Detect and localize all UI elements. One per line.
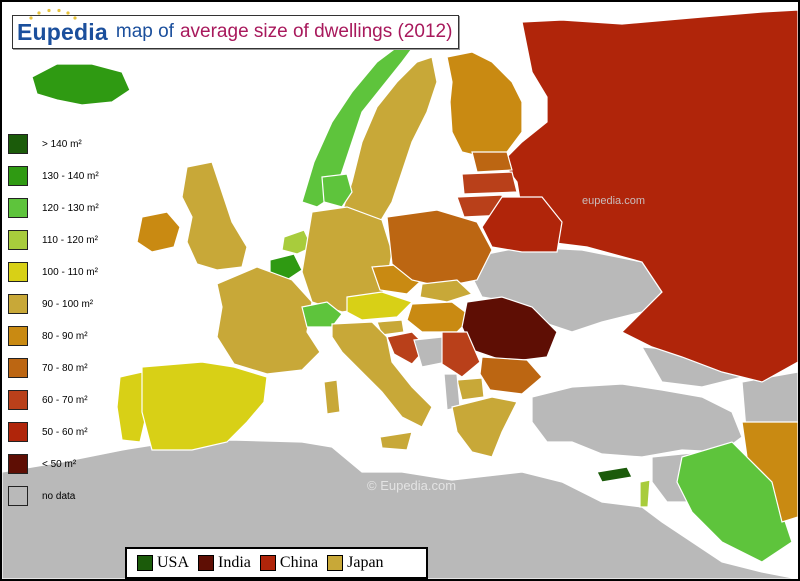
region-greece [451, 396, 518, 458]
region-estonia [471, 151, 513, 173]
comparison-item: India [198, 554, 251, 572]
legend-label: < 50 m² [42, 458, 77, 470]
region-netherlands [281, 229, 313, 255]
legend-item: 120 - 130 m² [8, 192, 118, 224]
legend-swatch [8, 358, 28, 378]
legend-item: > 140 m² [8, 128, 118, 160]
legend-label: 130 - 140 m² [42, 170, 99, 182]
region-iran [741, 421, 798, 523]
watermark-main: © Eupedia.com [367, 478, 457, 493]
region-iceland [31, 63, 131, 106]
legend-label: 100 - 110 m² [42, 266, 98, 278]
title-topic: average size of dwellings (2012) [179, 21, 453, 42]
region-sicily [379, 431, 413, 451]
legend: > 140 m² 130 - 140 m² 120 - 130 m² 110 - 12… [8, 128, 118, 512]
legend-swatch [8, 454, 28, 474]
legend-item: no data [8, 480, 118, 512]
region-russia [501, 9, 798, 383]
legend-item: 70 - 80 m² [8, 352, 118, 384]
region-israel [639, 479, 651, 508]
legend-label: 70 - 80 m² [42, 362, 88, 374]
region-iraq [676, 441, 793, 563]
legend-item: 60 - 70 m² [8, 384, 118, 416]
comparison-label: USA [157, 554, 190, 571]
legend-item: 110 - 120 m² [8, 224, 118, 256]
legend-swatch [8, 262, 28, 282]
region-cyprus [596, 466, 633, 483]
region-serbia [441, 331, 481, 378]
legend-swatch [8, 230, 28, 250]
region-macedonia [456, 377, 485, 401]
region-belarus [481, 196, 563, 253]
legend-label: 110 - 120 m² [42, 234, 98, 246]
region-france [216, 266, 321, 375]
region-albania [443, 373, 461, 411]
legend-swatch [8, 166, 28, 186]
watermark-russia: eupedia.com [582, 195, 645, 207]
map-title: Eupedia map of average size of dwellings… [12, 8, 459, 49]
comparison-item: Japan [327, 554, 384, 572]
legend-label: 50 - 60 m² [42, 426, 88, 438]
legend-item: < 50 m² [8, 448, 118, 480]
region-ireland [136, 211, 181, 253]
legend-swatch [8, 134, 28, 154]
region-bulgaria [479, 356, 543, 395]
comparison-swatch [327, 555, 344, 571]
comparison-swatch [137, 555, 153, 571]
legend-swatch [8, 422, 28, 442]
legend-swatch [8, 326, 28, 346]
region-slovakia [419, 279, 474, 303]
region-latvia [461, 171, 518, 195]
region-finland [446, 51, 523, 158]
brand-name: Eupedia [17, 18, 108, 45]
legend-item: 80 - 90 m² [8, 320, 118, 352]
legend-item: 130 - 140 m² [8, 160, 118, 192]
brand-logo: Eupedia [17, 8, 108, 46]
region-uk [181, 161, 248, 271]
eu-stars-icon [29, 8, 77, 20]
legend-label: 120 - 130 m² [42, 202, 99, 214]
region-switzerland [301, 301, 343, 328]
region-sardinia [323, 379, 341, 415]
comparison-legend: USA India China Japan [125, 547, 428, 579]
region-spain [141, 361, 268, 451]
legend-label: no data [42, 490, 76, 502]
legend-item: 100 - 110 m² [8, 256, 118, 288]
legend-label: 60 - 70 m² [42, 394, 88, 406]
region-denmark [321, 173, 353, 208]
legend-swatch [8, 486, 28, 506]
region-italy [331, 321, 433, 428]
comparison-swatch [259, 555, 276, 571]
legend-label: 90 - 100 m² [42, 298, 94, 310]
comparison-label: China [279, 554, 319, 571]
comparison-label: Japan [347, 554, 384, 571]
comparison-label: India [218, 554, 251, 571]
comparison-swatch [198, 555, 215, 571]
region-turkey [531, 383, 743, 458]
legend-swatch [8, 294, 28, 314]
region-ukraine [471, 246, 663, 333]
legend-item: 90 - 100 m² [8, 288, 118, 320]
legend-label: 80 - 90 m² [42, 330, 88, 342]
region-austria [346, 291, 414, 321]
comparison-item: USA [137, 554, 189, 572]
legend-swatch [8, 390, 28, 410]
title-prefix: map of [115, 21, 174, 42]
region-poland [386, 209, 493, 288]
region-sweden [341, 56, 438, 228]
legend-item: 50 - 60 m² [8, 416, 118, 448]
legend-label: > 140 m² [42, 138, 82, 150]
comparison-item: China [259, 554, 319, 572]
legend-swatch [8, 198, 28, 218]
